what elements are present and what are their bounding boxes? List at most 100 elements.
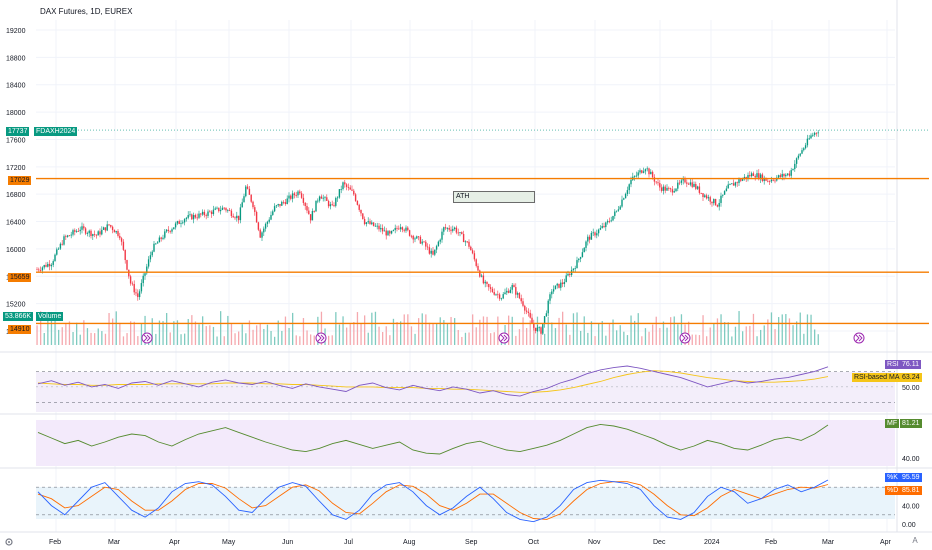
candle-body	[799, 153, 801, 156]
volume-bar	[414, 333, 416, 345]
candle-body	[232, 216, 234, 218]
candle-body	[655, 181, 657, 183]
candle-body	[682, 179, 684, 181]
candle-body	[767, 180, 769, 182]
volume-bar	[533, 326, 535, 345]
candle-body	[815, 132, 818, 134]
candle-body	[732, 183, 735, 186]
rsi-tick-label: 50.00	[902, 385, 920, 392]
volume-bar	[126, 333, 128, 345]
candle-body	[479, 270, 481, 277]
candle-body	[763, 177, 765, 181]
stoch-d-line	[37, 481, 829, 520]
candle-body	[225, 208, 227, 211]
candle-body	[668, 187, 670, 189]
candle-body	[758, 173, 760, 180]
candle-body	[209, 211, 211, 213]
volume-bar	[446, 323, 449, 345]
gear-icon[interactable]	[4, 537, 14, 547]
candle-body	[257, 222, 260, 230]
volume-bar	[475, 327, 477, 345]
candle-body	[806, 138, 809, 146]
candle-body	[642, 171, 645, 173]
event-markers[interactable]	[141, 332, 865, 344]
candle-body	[783, 173, 785, 177]
candle-body	[417, 236, 420, 238]
candle-body	[545, 313, 548, 317]
volume-bar	[716, 318, 719, 345]
candlestick-series	[36, 130, 819, 336]
candle-body	[588, 236, 591, 240]
volume-bar	[799, 312, 801, 345]
candle-body	[453, 227, 456, 229]
candle-body	[102, 227, 105, 230]
auto-scale-icon[interactable]: A	[912, 536, 918, 545]
candle-body	[219, 209, 222, 212]
candle-body	[493, 292, 495, 295]
candle-body	[480, 275, 483, 277]
volume-bar	[252, 329, 254, 345]
candle-body	[416, 236, 418, 239]
volume-bar	[410, 326, 413, 345]
candle-body	[65, 236, 67, 238]
candle-body	[196, 217, 198, 219]
candle-body	[587, 236, 589, 242]
candle-body	[354, 194, 357, 201]
horizontal-levels[interactable]	[36, 129, 929, 325]
candle-body	[653, 177, 656, 182]
candle-body	[725, 188, 728, 192]
candle-body	[144, 273, 146, 276]
volume-bar	[734, 326, 737, 345]
volume-bar	[518, 329, 521, 345]
volume-bar	[652, 324, 654, 345]
candle-body	[228, 210, 231, 211]
volume-bar	[245, 333, 247, 345]
volume-bar	[65, 323, 67, 345]
volume-bar	[158, 320, 161, 345]
volume-bar	[756, 336, 758, 345]
candle-body	[405, 227, 407, 231]
rsi-value-tag: 76.11	[900, 360, 921, 369]
candle-body	[160, 237, 162, 239]
level-high-tag[interactable]: 17029	[8, 176, 32, 185]
candle-body	[779, 175, 782, 177]
volume-bar	[216, 336, 218, 345]
time-tick-label: Jun	[282, 539, 293, 546]
symbol-tag: FDAXH2024	[34, 127, 78, 136]
candle-body	[561, 282, 564, 285]
volume-bar	[702, 315, 704, 345]
level-mid-tag[interactable]: 15659	[8, 273, 32, 282]
volume-bar	[713, 323, 715, 345]
candle-body	[342, 182, 344, 190]
money-flow-line	[37, 423, 829, 455]
candle-body	[340, 189, 342, 190]
level-low-tag[interactable]: 14910	[8, 325, 32, 334]
candle-body	[581, 252, 584, 258]
volume-bar	[338, 324, 341, 345]
candle-body	[639, 170, 641, 173]
candle-body	[810, 135, 812, 139]
volume-bar	[590, 321, 593, 345]
candle-body	[497, 294, 499, 296]
candle-body	[777, 175, 780, 178]
candle-body	[423, 241, 425, 243]
volume-bar	[342, 316, 344, 345]
candle-body	[754, 176, 756, 178]
candle-body	[635, 175, 638, 177]
volume-bar	[173, 321, 175, 345]
candle-body	[279, 204, 281, 206]
candle-body	[398, 228, 400, 230]
candle-body	[720, 195, 722, 203]
candle-body	[705, 195, 708, 199]
candle-body	[243, 196, 245, 203]
candle-body	[57, 248, 60, 250]
fast-forward-glyph	[681, 334, 689, 342]
ath-label[interactable]: ATH	[453, 191, 535, 203]
volume-bar	[576, 312, 578, 345]
candle-body	[189, 214, 191, 216]
money-flow-pane	[37, 423, 829, 455]
volume-bar	[108, 313, 110, 345]
volume-bar	[101, 331, 103, 345]
volume-bar	[731, 336, 733, 345]
